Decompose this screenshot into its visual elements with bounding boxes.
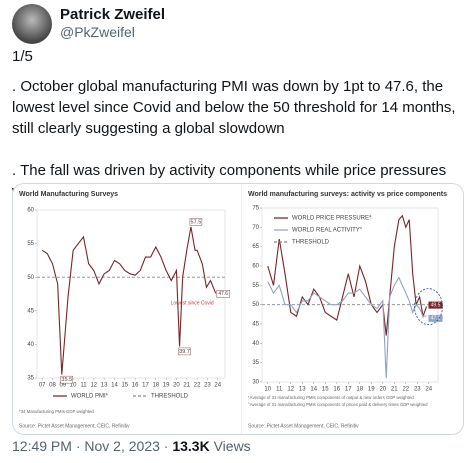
- chart-title: World manufacturing surveys: activity vs…: [248, 191, 447, 198]
- data-line: [41, 226, 217, 375]
- annotation: 49.5: [430, 302, 440, 308]
- counter: 1/5: [12, 48, 33, 65]
- footnote: Source: Pictet Asset Management, CEIC, R…: [248, 423, 359, 429]
- y-tick-label: 30: [252, 380, 259, 386]
- x-tick-label: 19: [163, 383, 170, 389]
- x-tick-label: 22: [194, 383, 201, 389]
- y-tick-label: 75: [252, 206, 259, 212]
- legend-label: WORLD PRICE PRESSURE*: [292, 216, 372, 222]
- annotation: 39.7: [179, 349, 190, 355]
- value-badge: [189, 218, 203, 226]
- annotation: 47.6: [218, 291, 228, 297]
- tweet-text: 1/5 . October global manufacturing PMI w…: [12, 46, 464, 211]
- x-tick-label: 18: [152, 383, 159, 389]
- x-tick-label: 09: [59, 383, 66, 389]
- legend-label: WORLD PMI*: [71, 394, 109, 400]
- x-tick-label: 17: [142, 383, 149, 389]
- x-tick-label: 21: [390, 387, 397, 393]
- x-tick-label: 20: [173, 383, 180, 389]
- author-handle[interactable]: @PkZweifel: [60, 24, 135, 40]
- chart-title: World Manufacturing Surveys: [19, 191, 118, 198]
- plot-frame: [36, 209, 226, 379]
- x-tick-label: 21: [183, 383, 190, 389]
- x-tick-label: 10: [70, 383, 77, 389]
- paragraph: . October global manufacturing PMI was d…: [12, 78, 456, 137]
- legend-label: THRESHOLD: [292, 240, 330, 246]
- time[interactable]: 12:49 PM: [12, 438, 72, 454]
- legend-label: WORLD REAL ACTIVITY°: [292, 228, 363, 234]
- separator: ·: [75, 438, 81, 454]
- legend-label: THRESHOLD: [151, 394, 189, 400]
- value-badge: [427, 301, 442, 309]
- media[interactable]: World Manufacturing Surveys 35 40 45 50 55 60 0…: [12, 183, 464, 435]
- views-label: Views: [213, 438, 251, 454]
- x-tick-label: 24: [214, 383, 221, 389]
- x-tick-label: 13: [101, 383, 108, 389]
- y-tick-label: 40: [252, 341, 259, 347]
- data-line: [266, 276, 427, 379]
- annotation: 35.5: [61, 377, 72, 383]
- footnote: °Average of 31 manufacturing PMIs compon…: [248, 402, 428, 407]
- x-tick-label: 12: [287, 387, 294, 393]
- x-tick-label: 10: [264, 387, 271, 393]
- x-tick-label: 16: [333, 387, 340, 393]
- annotation: 57.5: [191, 219, 202, 225]
- x-tick-label: 13: [298, 387, 305, 393]
- value-badge: [427, 314, 442, 322]
- views-count: 13.3K: [172, 438, 210, 454]
- x-tick-label: 14: [111, 383, 118, 389]
- x-tick-label: 22: [402, 387, 409, 393]
- y-tick-label: 55: [27, 241, 34, 247]
- x-tick-label: 16: [132, 383, 139, 389]
- x-tick-label: 23: [413, 387, 420, 393]
- separator: ·: [163, 438, 169, 454]
- x-tick-label: 08: [49, 383, 56, 389]
- x-tick-label: 23: [204, 383, 211, 389]
- y-tick-label: 35: [252, 360, 259, 366]
- x-tick-label: 17: [344, 387, 351, 393]
- highlight-circle: [413, 288, 443, 325]
- y-tick-label: 45: [252, 322, 259, 328]
- x-tick-label: 15: [321, 387, 328, 393]
- x-tick-label: 20: [379, 387, 386, 393]
- avatar[interactable]: [12, 4, 52, 44]
- x-tick-label: 11: [80, 383, 87, 389]
- footer: 12:49 PM · Nov 2, 2023 · 13.3K Views: [12, 438, 251, 454]
- y-tick-label: 40: [27, 342, 34, 348]
- data-line: [266, 214, 427, 336]
- chart: World manufacturing surveys: activity vs…: [240, 184, 447, 434]
- x-tick-label: 07: [39, 383, 46, 389]
- footnote: Source: Pictet Asset Management, CEIC, R…: [19, 423, 130, 429]
- y-tick-label: 60: [27, 208, 34, 214]
- x-tick-label: 15: [121, 383, 128, 389]
- y-tick-label: 50: [252, 302, 259, 308]
- annotation: Lowest since Covid: [171, 301, 214, 307]
- footnote: *34 Manufacturing PMIs GDP weighted: [19, 409, 94, 414]
- value-badge: [178, 347, 191, 356]
- chart: World Manufacturing Surveys 35 40 45 50 55 60 0…: [19, 191, 230, 429]
- author-name[interactable]: Patrick Zweifel: [60, 6, 166, 23]
- y-tick-label: 55: [252, 283, 259, 289]
- y-tick-label: 70: [252, 225, 259, 231]
- y-tick-label: 35: [27, 376, 34, 382]
- x-tick-label: 18: [356, 387, 363, 393]
- x-tick-label: 12: [90, 383, 97, 389]
- value-badge: [60, 375, 73, 384]
- plot-frame: [261, 207, 438, 383]
- date[interactable]: Nov 2, 2023: [84, 438, 160, 454]
- y-tick-label: 45: [27, 308, 34, 314]
- y-tick-label: 60: [252, 264, 259, 270]
- y-tick-label: 50: [27, 275, 34, 281]
- x-tick-label: 14: [310, 387, 317, 393]
- value-badge: [216, 290, 230, 298]
- footnote: *Average of 31 manufacturing PMIs compon…: [248, 395, 414, 400]
- x-tick-label: 24: [425, 387, 432, 393]
- x-tick-label: 19: [367, 387, 374, 393]
- y-tick-label: 65: [252, 244, 259, 250]
- annotation: 47.1: [430, 316, 440, 322]
- x-tick-label: 11: [276, 387, 283, 393]
